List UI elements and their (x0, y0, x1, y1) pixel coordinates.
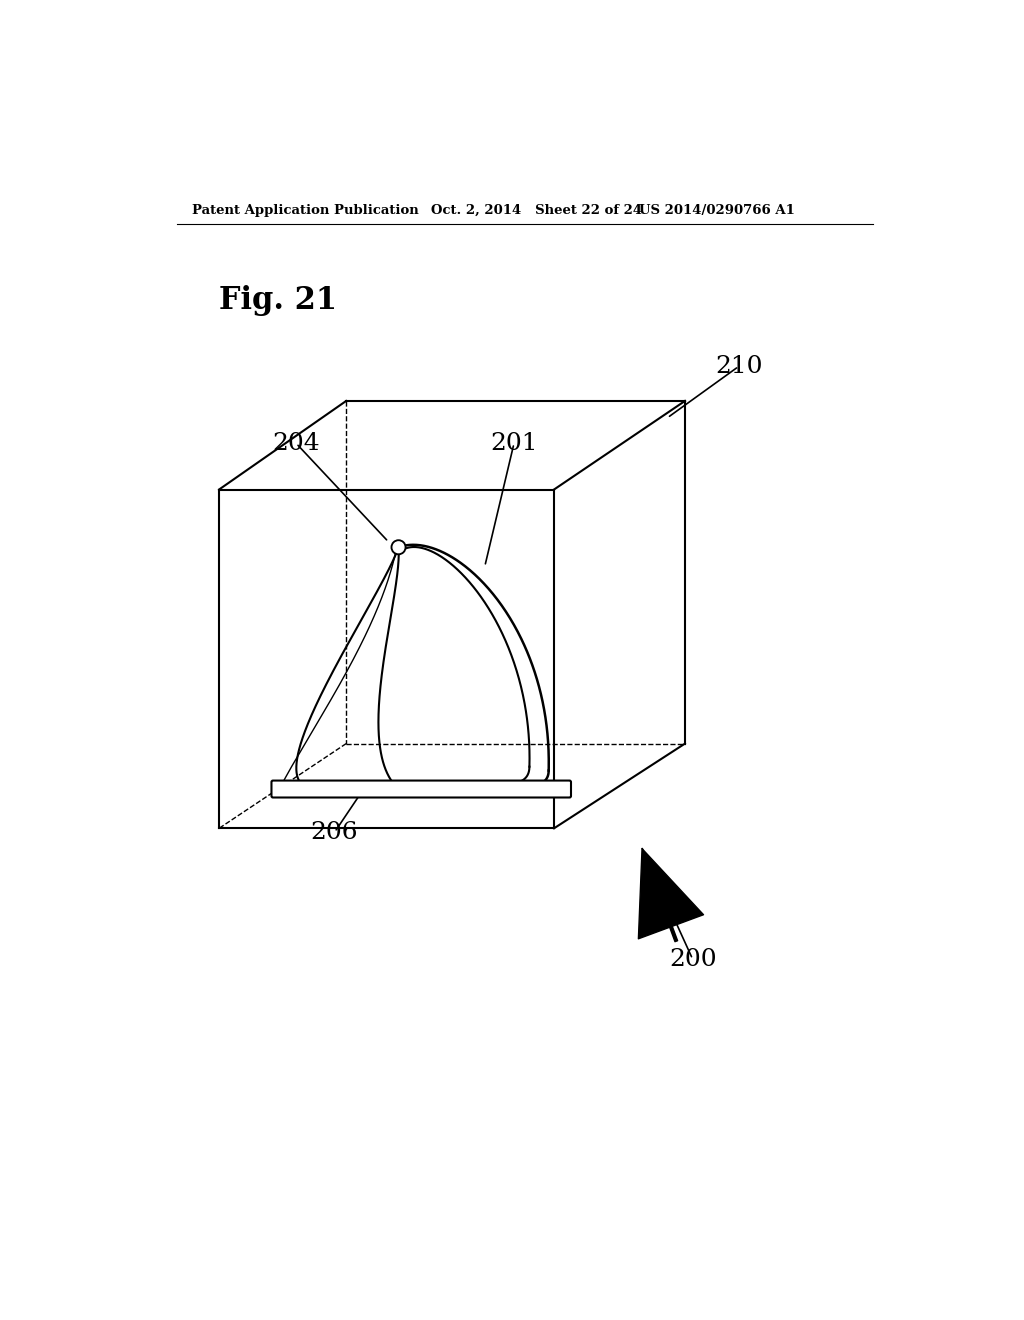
Text: Fig. 21: Fig. 21 (219, 285, 337, 317)
Text: 200: 200 (669, 948, 717, 970)
Circle shape (393, 541, 403, 553)
Text: 204: 204 (272, 432, 319, 455)
Text: Oct. 2, 2014   Sheet 22 of 24: Oct. 2, 2014 Sheet 22 of 24 (431, 205, 642, 218)
FancyBboxPatch shape (271, 780, 571, 797)
Text: 201: 201 (490, 432, 538, 455)
Text: 206: 206 (311, 821, 358, 843)
Text: Patent Application Publication: Patent Application Publication (193, 205, 419, 218)
Text: US 2014/0290766 A1: US 2014/0290766 A1 (639, 205, 795, 218)
Text: 210: 210 (715, 355, 763, 378)
Circle shape (391, 540, 406, 554)
